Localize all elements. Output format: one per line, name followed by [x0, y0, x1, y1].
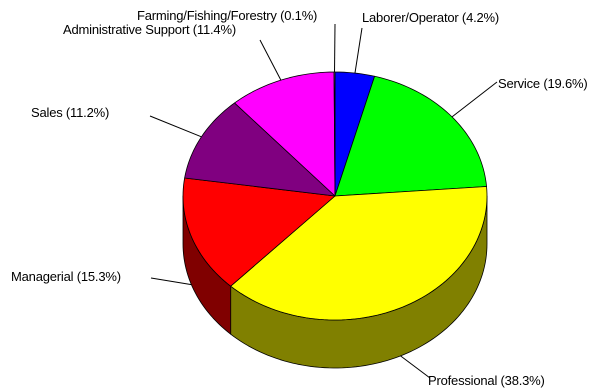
leader-line-sales — [149, 115, 202, 138]
leader-lines — [149, 23, 498, 379]
label-managerial: Managerial (15.3%) — [11, 269, 121, 284]
label-professional: Professional (38.3%) — [428, 373, 545, 388]
slice-labels: Laborer/Operator (4.2%) Service (19.6%) Pr… — [11, 8, 588, 388]
label-administrative-support: Administrative Support (11.4%) — [63, 22, 236, 37]
label-service: Service (19.6%) — [498, 76, 587, 91]
label-laborer-operator: Laborer/Operator (4.2%) — [362, 10, 499, 25]
slice-professional — [230, 186, 488, 321]
label-farming-fishing-forestry: Farming/Fishing/Forestry (0.1%) — [137, 8, 317, 23]
leader-line-professional — [400, 355, 431, 379]
leader-line-administrative-support — [259, 39, 282, 81]
leader-line-laborer-operator — [354, 27, 363, 74]
pie-top-faces — [182, 71, 488, 321]
slice-managerial — [182, 177, 336, 287]
leader-line-service — [451, 81, 498, 118]
label-sales: Sales (11.2%) — [31, 105, 109, 120]
leader-line-managerial — [150, 277, 192, 286]
